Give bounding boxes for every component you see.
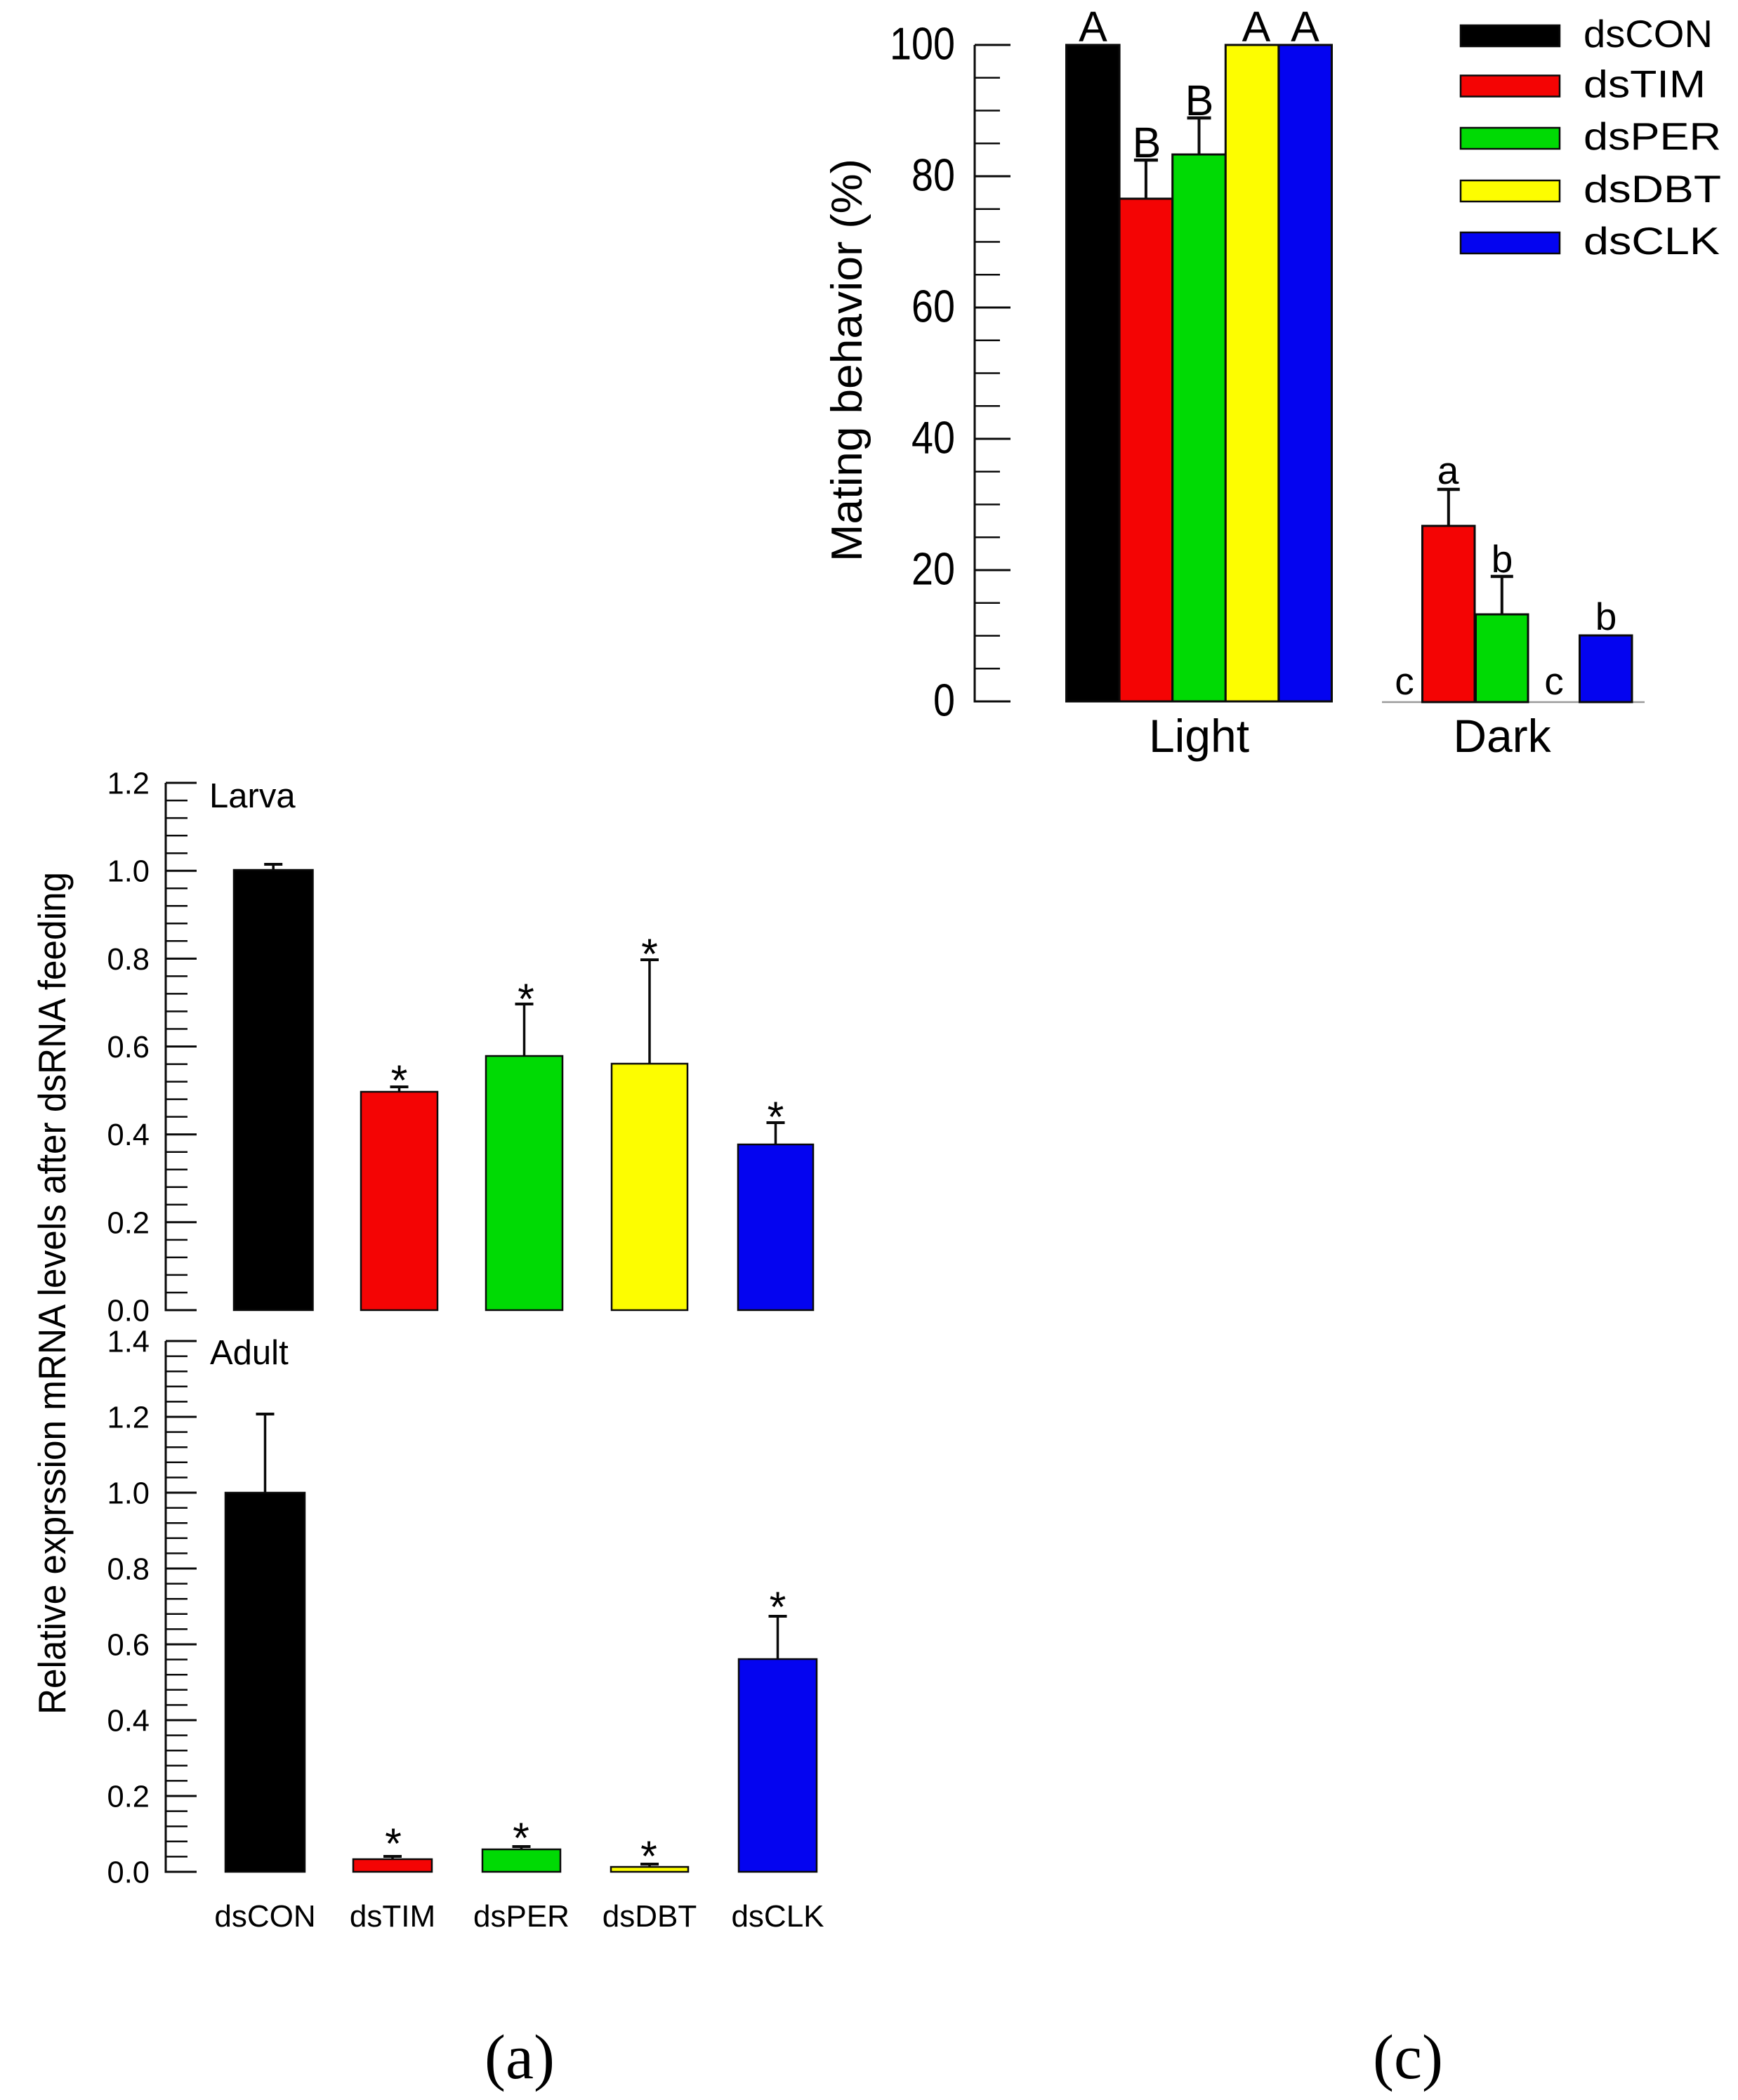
svg-text:1.2: 1.2 [107, 767, 150, 801]
svg-text:0.2: 0.2 [107, 1206, 150, 1240]
svg-text:100: 100 [890, 18, 955, 70]
svg-text:*: * [640, 1832, 657, 1880]
svg-text:1.2: 1.2 [107, 1401, 150, 1435]
svg-text:1.4: 1.4 [107, 1326, 150, 1359]
svg-text:c: c [1544, 659, 1564, 703]
svg-text:*: * [518, 975, 534, 1023]
svg-text:dsCON: dsCON [214, 1899, 315, 1934]
svg-text:dsPER: dsPER [473, 1899, 570, 1934]
svg-text:A: A [1242, 3, 1271, 51]
svg-text:Adult: Adult [210, 1334, 289, 1372]
svg-text:dsTIM: dsTIM [350, 1899, 435, 1934]
svg-text:*: * [385, 1820, 402, 1868]
svg-text:B: B [1185, 77, 1214, 124]
svg-text:dsCLK: dsCLK [731, 1899, 824, 1934]
svg-text:Dark: Dark [1453, 710, 1551, 762]
svg-text:B: B [1133, 119, 1161, 166]
svg-text:dsCON: dsCON [1584, 12, 1713, 55]
svg-text:0.2: 0.2 [107, 1781, 150, 1814]
svg-text:a: a [1437, 449, 1459, 492]
svg-text:0: 0 [933, 675, 955, 726]
svg-text:dsPER: dsPER [1584, 114, 1721, 158]
svg-text:dsDBT: dsDBT [603, 1899, 697, 1934]
svg-text:dsCLK: dsCLK [1584, 219, 1720, 263]
svg-text:0.0: 0.0 [107, 1295, 150, 1328]
svg-text:60: 60 [911, 281, 955, 332]
svg-text:Larva: Larva [209, 777, 296, 815]
svg-text:*: * [768, 1093, 784, 1141]
svg-text:1.0: 1.0 [107, 1477, 150, 1511]
svg-text:c: c [1395, 659, 1414, 703]
svg-text:*: * [641, 930, 658, 978]
svg-text:1.0: 1.0 [107, 855, 150, 889]
svg-text:dsDBT: dsDBT [1584, 167, 1721, 211]
svg-text:(c): (c) [1373, 2023, 1443, 2092]
svg-text:0.8: 0.8 [107, 1553, 150, 1587]
svg-text:0.4: 0.4 [107, 1118, 150, 1152]
svg-text:*: * [391, 1057, 408, 1104]
svg-text:Relative exprssion mRNA levels: Relative exprssion mRNA levels after dsR… [30, 872, 74, 1715]
svg-text:40: 40 [911, 412, 955, 463]
svg-text:(a): (a) [485, 2023, 555, 2092]
svg-text:*: * [513, 1814, 529, 1862]
svg-text:b: b [1595, 595, 1617, 638]
svg-text:0.4: 0.4 [107, 1705, 150, 1738]
svg-text:80: 80 [911, 150, 955, 201]
svg-text:0.0: 0.0 [107, 1856, 150, 1890]
svg-text:b: b [1492, 537, 1513, 581]
svg-text:*: * [770, 1583, 786, 1631]
svg-text:dsTIM: dsTIM [1584, 62, 1706, 106]
svg-text:0.6: 0.6 [107, 1629, 150, 1663]
svg-text:20: 20 [911, 543, 955, 595]
svg-text:0.8: 0.8 [107, 943, 150, 977]
svg-text:Mating behavior (%): Mating behavior (%) [823, 159, 871, 562]
svg-text:Light: Light [1149, 710, 1249, 762]
svg-text:A: A [1079, 3, 1107, 51]
svg-text:0.6: 0.6 [107, 1031, 150, 1064]
svg-text:A: A [1291, 3, 1319, 51]
